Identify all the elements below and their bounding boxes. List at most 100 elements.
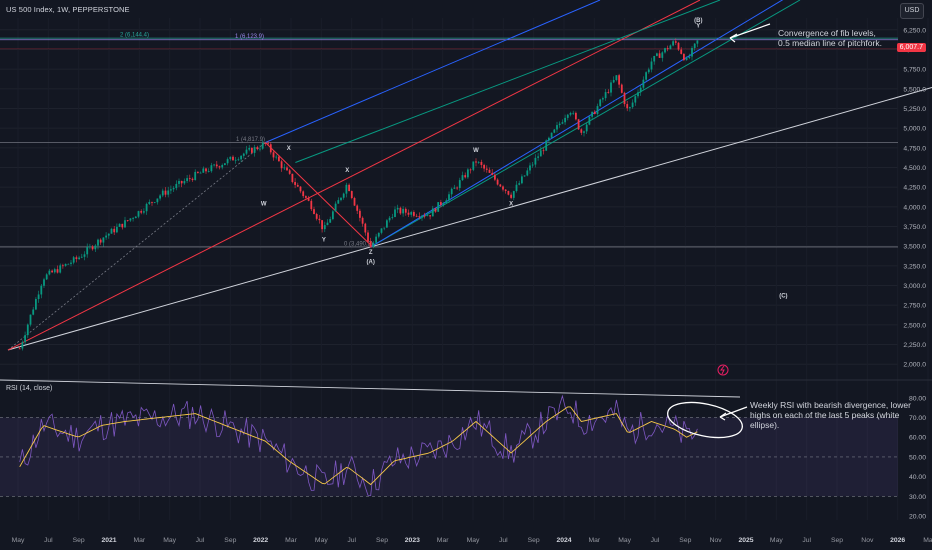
candle-body [107, 233, 110, 236]
candle-body [610, 82, 612, 93]
candle-body [461, 175, 464, 181]
candle-body [569, 112, 572, 115]
candle-body [345, 184, 348, 194]
pitchfork-median-line [7, 0, 701, 351]
candle-body [394, 209, 396, 217]
candle-body [564, 117, 566, 123]
candle-body [269, 144, 272, 153]
candle-body [175, 183, 178, 189]
candle-body [337, 200, 340, 204]
rsi-tick-label: 70.00 [909, 415, 926, 422]
candle-body [75, 257, 78, 260]
candle-body [202, 168, 205, 173]
price-tick-label: 4,000.0 [903, 204, 926, 211]
candle-body [172, 188, 175, 190]
candle-body [51, 270, 53, 273]
candle-body [445, 200, 448, 203]
candle-body [396, 207, 399, 210]
price-tick-label: 2,250.0 [903, 342, 926, 349]
rsi-ma-line [19, 406, 698, 486]
candle-body [458, 180, 461, 188]
fib-convergence-note: Convergence of fib levels, 0.5 median li… [778, 28, 882, 48]
price-tick-label: 5,500.0 [903, 86, 926, 93]
candle-body [164, 190, 167, 195]
candle-body [35, 299, 37, 310]
fib-level-label: 1 (4,817.9) [236, 137, 265, 143]
candle-body [685, 58, 688, 61]
candle-body [221, 165, 224, 168]
candle-body [197, 171, 199, 173]
time-tick-label: Sep [376, 537, 388, 544]
candle-body [294, 182, 296, 185]
candle-body [315, 213, 318, 219]
candle-body [583, 131, 585, 133]
currency-button[interactable]: USD [900, 3, 924, 19]
candle-body [191, 178, 194, 181]
candle-body [383, 227, 386, 229]
candle-body [502, 186, 504, 190]
candle-body [388, 217, 391, 221]
wave-label: X [345, 168, 349, 174]
candle-body [507, 190, 510, 195]
candle-body [170, 189, 172, 191]
candle-body [512, 191, 515, 198]
candle-body [359, 210, 361, 218]
candle-body [259, 148, 261, 150]
candle-body [529, 165, 531, 171]
candle-body [118, 223, 121, 227]
candle-body [639, 87, 642, 93]
wave-label: (B) [694, 18, 702, 24]
time-tick-label: Sep [831, 537, 843, 544]
time-tick-label: Jul [347, 537, 356, 544]
candle-body [67, 263, 70, 265]
candle-body [305, 196, 307, 198]
candle-body [348, 184, 350, 192]
candle-body [229, 156, 232, 160]
candle-body [453, 187, 456, 189]
candle-body [602, 98, 604, 100]
candle-body [429, 215, 431, 217]
candle-body [94, 245, 97, 250]
candle-body [226, 159, 229, 164]
candle-body [272, 152, 275, 158]
fib-arrowhead [729, 33, 738, 43]
candle-body [21, 342, 24, 349]
candle-body [626, 104, 629, 109]
candle-body [572, 112, 575, 114]
rsi-divergence-note: Weekly RSI with bearish divergence, lowe… [750, 400, 911, 430]
candle-body [161, 190, 164, 196]
candle-body [329, 219, 332, 223]
candle-body [669, 45, 672, 50]
candle-body [661, 52, 664, 58]
candle-body [256, 147, 259, 150]
lightning-icon [717, 364, 729, 376]
candle-body [323, 225, 326, 230]
candle-body [291, 173, 294, 183]
candle-body [278, 156, 280, 162]
candle-body [634, 96, 637, 103]
candle-body [194, 171, 197, 181]
candle-body [40, 285, 43, 295]
time-tick-label: May [467, 537, 480, 544]
candle-body [418, 216, 421, 218]
candle-body [137, 211, 140, 217]
candle-body [677, 42, 680, 50]
candle-body [475, 161, 477, 163]
price-tick-label: 2,500.0 [903, 322, 926, 329]
candle-body [499, 184, 502, 187]
candle-body [415, 215, 418, 217]
candle-body [334, 203, 337, 212]
candle-body [264, 143, 267, 144]
price-tick-label: 2,000.0 [903, 362, 926, 369]
price-tick-label: 5,250.0 [903, 106, 926, 113]
candle-body [24, 335, 26, 343]
candle-body [59, 265, 62, 273]
candle-body [134, 216, 137, 219]
candle-body [361, 217, 364, 224]
candle-body [296, 184, 299, 187]
fib-level-label: 1 (6,123.9) [235, 34, 264, 40]
candle-body [148, 201, 151, 204]
candle-body [437, 202, 440, 212]
